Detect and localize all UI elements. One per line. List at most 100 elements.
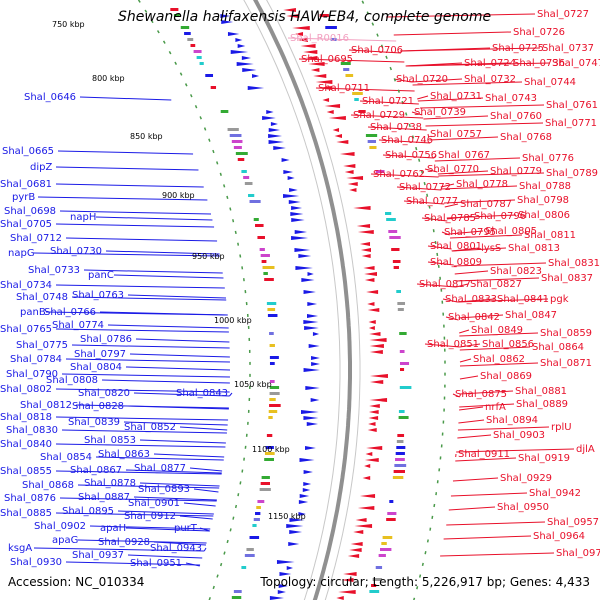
category-block bbox=[392, 260, 401, 263]
category-block bbox=[340, 62, 351, 65]
category-block bbox=[267, 308, 276, 311]
leader-line bbox=[417, 97, 484, 102]
category-block bbox=[241, 170, 247, 173]
category-block bbox=[264, 458, 274, 461]
leader-line bbox=[139, 482, 220, 487]
forward-gene bbox=[346, 176, 364, 180]
gene-label: Shal_0902 bbox=[34, 521, 86, 532]
gene-label: Shal_0705 bbox=[0, 219, 52, 230]
forward-gene bbox=[310, 68, 320, 72]
forward-gene bbox=[369, 398, 388, 402]
gene-label: Shal_0787 bbox=[460, 199, 512, 210]
leader-line bbox=[452, 393, 460, 398]
leader-line bbox=[417, 95, 429, 100]
leader-line bbox=[459, 343, 481, 348]
leader-line bbox=[95, 216, 213, 221]
gene-label: Shal_0808 bbox=[46, 375, 98, 386]
leader-line bbox=[153, 541, 207, 546]
map-title: Shewanella halifaxensis HAW-EB4, complet… bbox=[118, 9, 492, 25]
gene-label: Shal_0778 bbox=[456, 179, 508, 190]
gene-label: Shal_0820 bbox=[78, 388, 130, 399]
category-block bbox=[193, 50, 202, 53]
category-block bbox=[269, 356, 279, 359]
forward-gene bbox=[328, 116, 346, 120]
feature-tracks bbox=[170, 8, 412, 600]
reverse-gene bbox=[247, 86, 265, 90]
gene-label: Shal_0839 bbox=[68, 417, 120, 428]
reverse-gene bbox=[307, 302, 318, 306]
leader-line bbox=[183, 502, 216, 507]
leader-line bbox=[403, 200, 445, 205]
forward-gene bbox=[363, 266, 375, 270]
forward-gene bbox=[359, 494, 376, 498]
gene-label: Shal_0919 bbox=[518, 453, 570, 464]
forward-gene bbox=[332, 128, 340, 132]
gene-label: Shal_0720 bbox=[396, 74, 448, 85]
gene-label: Shal_0878 bbox=[84, 478, 136, 489]
leader-line bbox=[153, 453, 225, 458]
gene-label: Shal_0828 bbox=[72, 401, 124, 412]
gene-label: Shal_0876 bbox=[4, 493, 56, 504]
gene-label: Shal_0831 bbox=[548, 258, 600, 269]
reverse-gene bbox=[298, 512, 306, 516]
reverse-gene bbox=[291, 236, 309, 240]
leader-line bbox=[458, 419, 485, 424]
leader-line bbox=[458, 314, 504, 319]
genes-label: Genes: bbox=[509, 575, 552, 589]
category-block bbox=[269, 392, 280, 395]
gene-label: Shal_0847 bbox=[505, 310, 557, 321]
leader-line bbox=[405, 62, 551, 67]
category-block bbox=[253, 518, 260, 521]
reverse-gene bbox=[286, 566, 294, 570]
reverse-gene bbox=[299, 494, 310, 498]
category-block bbox=[235, 152, 248, 155]
category-block bbox=[233, 146, 242, 149]
kbp-tick-label: 1100 kbp bbox=[252, 445, 290, 454]
category-block bbox=[255, 224, 264, 227]
leader-line bbox=[57, 150, 194, 155]
gene-label: Shal_0767 bbox=[438, 150, 490, 161]
leader-line bbox=[452, 477, 499, 482]
forward-gene bbox=[366, 446, 383, 450]
leader-line bbox=[55, 388, 230, 393]
category-block bbox=[399, 350, 405, 353]
category-block bbox=[269, 404, 281, 407]
gene-label: Shal_0790 bbox=[6, 369, 58, 380]
leader-line bbox=[59, 497, 217, 502]
forward-gene bbox=[350, 542, 363, 546]
category-block bbox=[261, 476, 270, 479]
category-block bbox=[170, 8, 179, 11]
leader-line bbox=[129, 353, 230, 358]
forward-gene bbox=[322, 98, 330, 102]
reverse-gene bbox=[305, 386, 320, 390]
forward-gene bbox=[369, 338, 387, 342]
category-block bbox=[252, 524, 257, 527]
gene-label: Shal_0757 bbox=[430, 129, 482, 140]
leader-line bbox=[437, 170, 489, 175]
gene-label: djlA bbox=[576, 444, 595, 455]
gene-label: Shal_0871 bbox=[540, 358, 592, 369]
kbp-tick-label: 950 kbp bbox=[192, 252, 225, 261]
reverse-gene bbox=[277, 590, 286, 594]
leader-line bbox=[459, 332, 539, 337]
gene-label: Shal_0721 bbox=[362, 96, 414, 107]
reverse-gene bbox=[310, 398, 320, 402]
gene-label: Shal_0957 bbox=[547, 517, 599, 528]
gene-label: Shal_0797 bbox=[74, 349, 126, 360]
leader-line bbox=[459, 362, 539, 367]
category-block bbox=[184, 32, 191, 35]
category-block bbox=[249, 200, 261, 203]
category-block bbox=[389, 500, 394, 503]
gene-label: Shal_0801 bbox=[430, 241, 482, 252]
reverse-gene bbox=[308, 344, 320, 348]
reverse-gene bbox=[283, 194, 300, 198]
category-block bbox=[393, 266, 399, 269]
category-block bbox=[375, 170, 385, 173]
gene-label: Shal_0833 bbox=[445, 294, 497, 305]
leader-line bbox=[450, 234, 523, 239]
gene-label: Shal_R0016 bbox=[290, 33, 349, 44]
forward-gene bbox=[353, 530, 364, 534]
reverse-gene bbox=[236, 62, 254, 66]
reverse-gene bbox=[268, 128, 280, 132]
